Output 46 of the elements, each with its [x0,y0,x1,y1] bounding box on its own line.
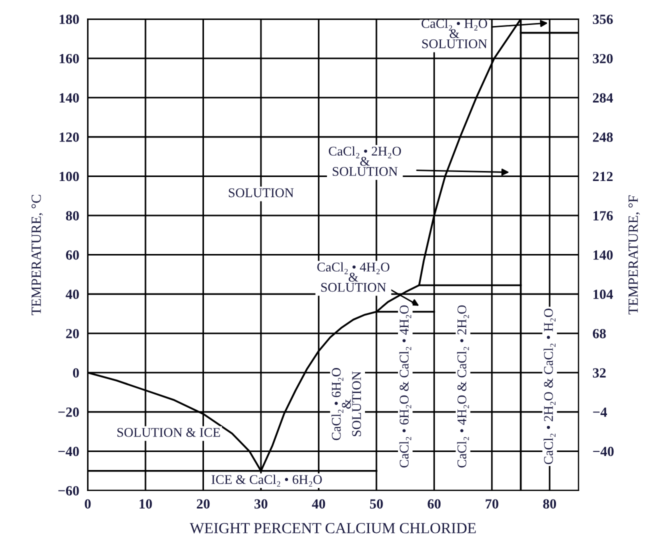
y-tick-label: 180 [60,14,79,24]
y2-tick-label: 32 [592,368,606,378]
y-tick-label: 60 [66,250,79,260]
y-tick-label: −60 [58,486,79,496]
y2-tick-label: 356 [592,14,613,24]
x-tick-label: 10 [140,499,152,509]
annotation: SOLUTION [228,188,294,198]
x-tick-label: 40 [312,499,326,509]
annotation: CaCl₂ • 6H₂O & CaCl₂ • 4H₂O [399,305,412,468]
x-tick-label: 70 [486,499,498,509]
annotation: CaCl₂ • 4H₂O & SOLUTION [317,262,390,292]
x-tick-label: 50 [370,499,383,509]
y2-tick-label: 212 [592,172,613,182]
y2-tick-label: 140 [594,250,613,260]
annotation: CaCl₂ • 2H₂O & CaCl₂ • H₂O [544,308,556,464]
y-tick-label: 80 [66,211,79,220]
x-tick-label: 30 [254,499,268,509]
y2-tick-label: 104 [594,290,613,300]
x-axis-title: WEIGHT PERCENT CALCIUM CHLORIDE [190,523,476,534]
y2-axis-title: TEMPERATURE, °F [628,195,640,314]
y-tick-label: −40 [58,446,79,456]
y2-tick-label: 284 [592,93,613,103]
y-axis-title: TEMPERATURE, °C [32,194,43,316]
x-tick-label: 0 [84,499,91,509]
y2-tick-label: 68 [592,328,606,338]
x-tick-label: 60 [428,499,441,509]
y2-tick-label: 176 [594,211,613,220]
annotation: CaCl₂ • 6H₂O & SOLUTION [331,368,361,440]
y-tick-label: 160 [60,54,79,64]
y-tick-label: 0 [73,368,79,378]
y-tick-label: −20 [58,408,79,417]
y-tick-label: 40 [66,290,79,300]
y-tick-label: 120 [60,132,79,142]
y2-tick-label: 320 [592,54,613,64]
y-tick-label: 20 [66,328,79,338]
annotation: CaCl₂ • 2H₂O & SOLUTION [328,146,401,176]
annotation: SOLUTION & ICE [117,428,220,437]
y2-tick-label: −40 [593,446,614,456]
annotation: ICE & CaCl₂ • 6H₂O [212,474,322,487]
y-tick-label: 100 [60,172,79,182]
annotation: CaCl₂ • 4H₂O & CaCl₂ • 2H₂O [457,305,469,468]
x-tick-label: 80 [543,499,556,509]
x-tick-label: 20 [196,499,210,509]
y2-tick-label: 248 [592,132,613,142]
y-tick-label: 140 [60,93,79,103]
y2-tick-label: −4 [593,408,607,417]
